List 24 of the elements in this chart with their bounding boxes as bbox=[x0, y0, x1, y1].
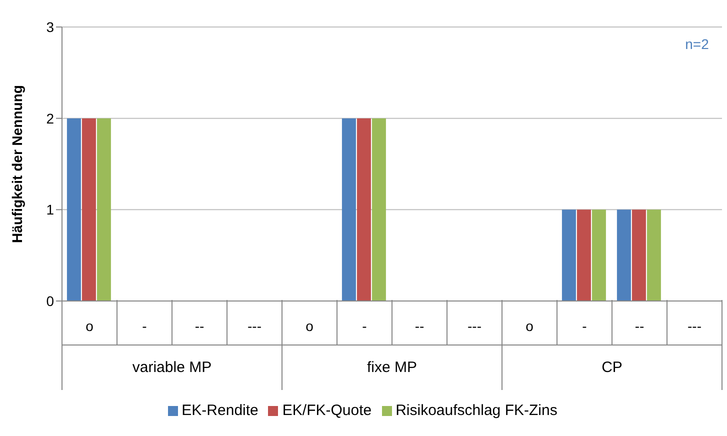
x-tick-label: o bbox=[86, 318, 94, 334]
x-tick-label: o bbox=[526, 318, 534, 334]
y-axis-title: Häufigkeit der Nennung bbox=[8, 85, 25, 243]
x-tick-label: --- bbox=[468, 318, 482, 334]
text: CP bbox=[602, 359, 622, 376]
legend-label: EK-Rendite bbox=[182, 402, 258, 419]
legend-label: EK/FK-Quote bbox=[282, 402, 372, 419]
x-tick-label: o bbox=[306, 318, 314, 334]
legend-label: Risikoaufschlag FK-Zins bbox=[396, 402, 558, 419]
x-tick-label: - bbox=[582, 318, 588, 334]
x-tick-label: -- bbox=[414, 318, 424, 334]
x-tick-label: - bbox=[362, 318, 368, 334]
y-tick-label: 2 bbox=[46, 110, 54, 126]
x-tick-label: -- bbox=[194, 318, 204, 334]
text: fixe MP bbox=[366, 359, 418, 376]
x-tick-label: -- bbox=[634, 318, 644, 334]
x-tick-label: - bbox=[142, 318, 148, 334]
y-tick-label: 0 bbox=[46, 292, 54, 309]
text: variable MP bbox=[132, 359, 212, 376]
x-tick-label: --- bbox=[248, 318, 262, 334]
y-tick-label: 3 bbox=[46, 18, 54, 35]
annotation: n=2 bbox=[685, 36, 710, 52]
x-tick-label: --- bbox=[688, 318, 702, 334]
y-tick-label: 1 bbox=[46, 202, 54, 218]
